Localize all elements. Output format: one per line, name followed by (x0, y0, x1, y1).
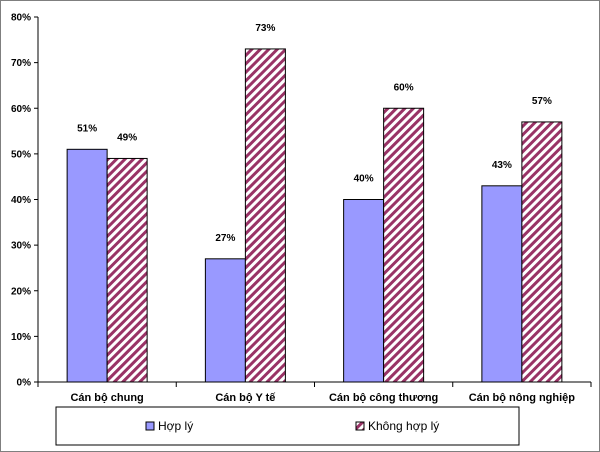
bar-khong-hop-ly (106, 157, 148, 383)
x-category-label: Cán bộ Y tế (215, 392, 276, 404)
data-label: 60% (394, 82, 414, 93)
legend-swatch-hop-ly (145, 421, 155, 431)
data-label: 49% (117, 132, 137, 143)
bar-khong-hop-ly (244, 48, 286, 383)
legend: Hợp lý Không hợp lý (55, 406, 520, 446)
legend-label-hop-ly: Hợp lý (158, 419, 193, 433)
y-tick-label: 30% (11, 241, 31, 252)
bar-hop-ly (481, 185, 523, 383)
y-tick-label: 80% (11, 13, 31, 24)
bar-hop-ly (343, 199, 385, 383)
y-tick-label: 0% (17, 378, 32, 389)
data-label: 73% (255, 23, 275, 34)
y-tick-label: 70% (11, 58, 31, 69)
x-category-label: Cán bộ nông nghiệp (469, 392, 576, 404)
y-tick-label: 60% (11, 104, 31, 115)
bar-khong-hop-ly (383, 107, 425, 383)
y-tick-label: 40% (11, 195, 31, 206)
data-label: 43% (492, 160, 512, 171)
y-tick-label: 10% (11, 332, 31, 343)
x-category-label: Cán bộ công thương (329, 392, 438, 404)
bars (66, 48, 563, 383)
data-label: 40% (354, 174, 374, 185)
y-tick-label: 50% (11, 149, 31, 160)
data-label: 27% (215, 233, 235, 244)
x-category-label: Cán bộ chung (70, 392, 143, 404)
data-label: 51% (77, 123, 97, 134)
data-label: 57% (532, 96, 552, 107)
data-labels: 51% 49% 27% 73% 40% 60% 43% 57% (77, 23, 552, 244)
y-tick-label: 20% (11, 286, 31, 297)
legend-label-khong-hop-ly: Không hợp lý (368, 419, 439, 433)
legend-box (55, 406, 520, 446)
bar-hop-ly (66, 148, 108, 383)
legend-swatch-khong-hop-ly (355, 421, 365, 431)
bar-hop-ly (204, 258, 246, 383)
bar-khong-hop-ly (521, 121, 563, 383)
